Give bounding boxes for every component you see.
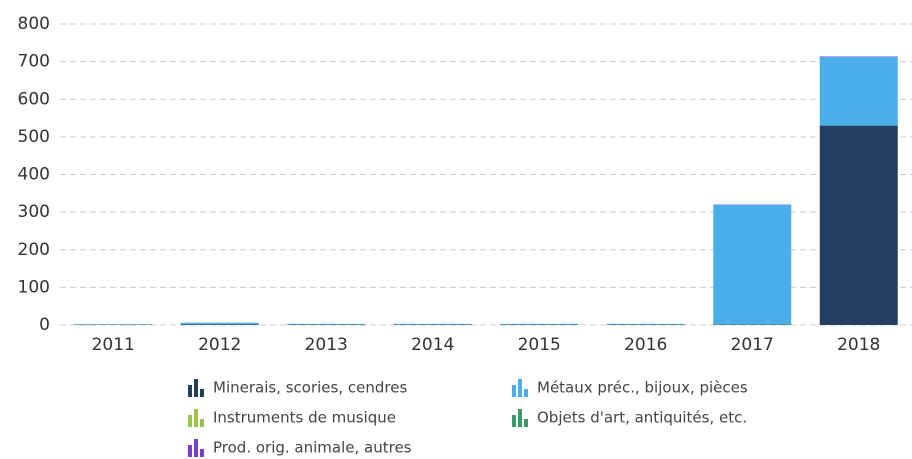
y-tick-label: 200 [18,240,50,260]
x-tick-label: 2012 [198,335,241,355]
legend-icon-bar [200,449,204,457]
legend-icon-bar [188,415,192,427]
legend-label: Minerais, scories, cendres [213,379,407,397]
bar-segment [713,204,792,325]
legend-label: Métaux préc., bijoux, pièces [537,379,748,397]
bar-segment [287,323,366,325]
legend-icon-bar [518,409,522,427]
legend-icon-bar [200,389,204,397]
bar-segment [819,56,898,126]
bar-segment [180,322,259,325]
legend-icon-bar [524,389,528,397]
legend-icon [188,439,204,457]
bar-segment [819,125,898,326]
legend-label: Instruments de musique [213,409,396,427]
legend-icon-bar [194,409,198,427]
x-tick-label: 2017 [731,335,774,355]
legend-icon-bar [194,439,198,457]
legend-icon-bar [188,445,192,457]
y-tick-label: 400 [18,165,50,185]
x-tick-label: 2011 [92,335,135,355]
legend-icon [188,379,204,397]
y-tick-label: 300 [18,202,50,222]
legend-icon-bar [188,385,192,397]
legend-label: Objets d'art, antiquités, etc. [537,409,747,427]
y-tick-label: 600 [18,89,50,109]
x-tick-label: 2014 [411,335,454,355]
legend-icon [188,409,204,427]
y-tick-label: 500 [18,127,50,147]
legend-icon-bar [512,385,516,397]
y-tick-label: 700 [18,52,50,72]
bar-segment [606,323,685,325]
y-tick-label: 100 [18,277,50,297]
legend-label: Prod. orig. animale, autres [213,439,412,457]
x-tick-label: 2015 [518,335,561,355]
x-tick-label: 2013 [305,335,348,355]
bar-segment [180,324,259,325]
legend-icon-bar [194,379,198,397]
legend-icon [512,379,528,397]
x-tick-label: 2018 [837,335,880,355]
legend-icon-bar [524,419,528,427]
y-tick-label: 0 [39,315,50,335]
x-tick-label: 2016 [624,335,667,355]
bar-segment [393,323,472,325]
y-tick-label: 800 [18,14,50,34]
legend-icon [512,409,528,427]
legend-icon-bar [512,415,516,427]
legend-icon-bar [200,419,204,427]
bar-segment [500,323,579,325]
legend-icon-bar [518,379,522,397]
